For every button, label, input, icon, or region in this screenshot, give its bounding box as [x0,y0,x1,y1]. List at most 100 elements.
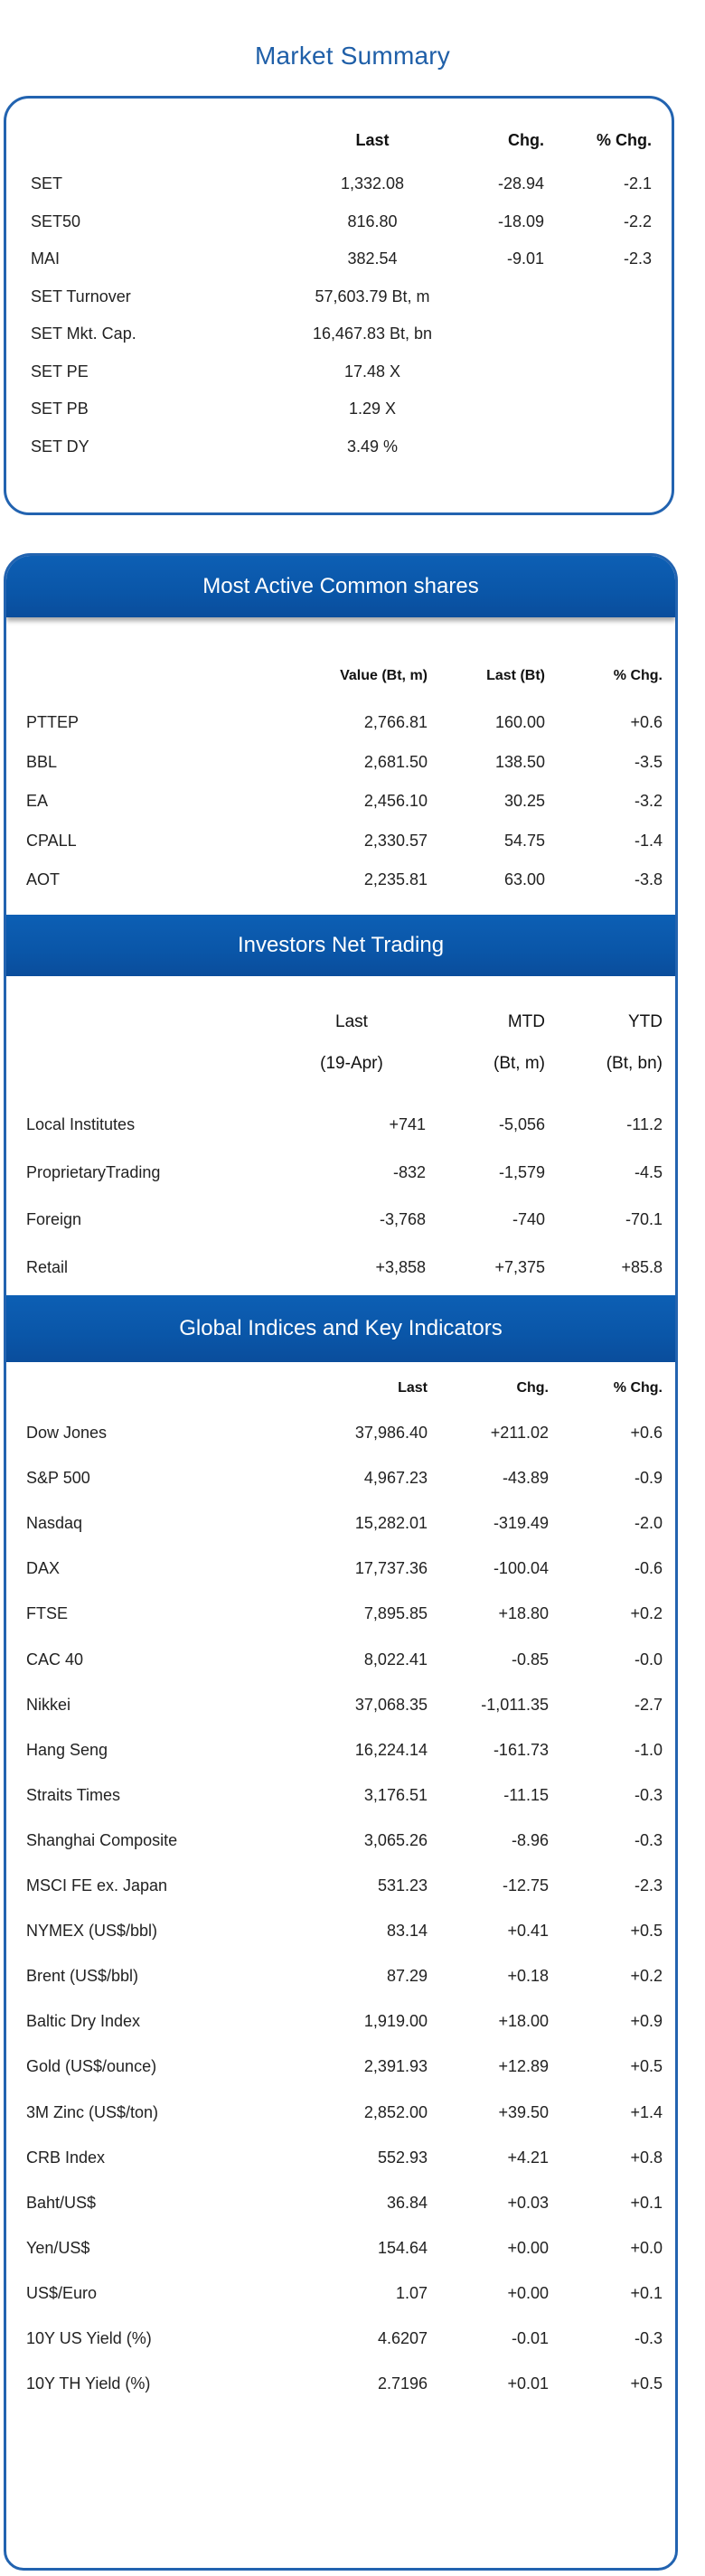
investors-header-ytd-unit: (Bt, bn) [606,1054,663,1073]
most-active-title: Most Active Common shares [202,574,479,598]
global-header-last: Last [398,1380,428,1396]
indicator-name: DAX [26,1559,61,1578]
percent-change: -3.2 [634,792,663,810]
indicator-name: US$/Euro [26,2283,98,2302]
last-value: 1.29 X [348,400,397,418]
change-value: +211.02 [490,1424,549,1442]
change-value: -12.75 [502,1876,549,1894]
global-row: Shanghai Composite 3,065.26 -8.96 -0.3 [6,1831,675,1858]
indicator-name: Baltic Dry Index [26,2012,141,2031]
percent-change: -0.6 [634,1559,663,1578]
change-value: -18.09 [497,212,544,230]
summary-row: SET Mkt. Cap. 16,467.83 Bt, bn [6,324,672,352]
investors-subheader-row: (19-Apr) (Bt, m) (Bt, bn) [6,1054,675,1081]
change-value: -0.01 [511,2329,549,2347]
summary-row: SET50 816.80 -18.09 -2.2 [6,212,672,240]
summary-header-row: Last Chg. % Chg. [6,131,672,158]
summary-row: SET PB 1.29 X [6,400,672,427]
global-row: S&P 500 4,967.23 -43.89 -0.9 [6,1469,675,1496]
global-row: Straits Times 3,176.51 -11.15 -0.3 [6,1786,675,1813]
most-active-row: AOT 2,235.81 63.00 -3.8 [6,870,675,898]
percent-change: +0.2 [630,1967,663,1986]
mtd-net: -5,056 [498,1115,545,1133]
last-net: -832 [392,1162,426,1181]
summary-header-last: Last [355,131,390,149]
change-value: -1,011.35 [481,1695,549,1714]
change-value: -0.85 [511,1650,549,1669]
indicator-name: Hang Seng [26,1740,108,1759]
last-value: 552.93 [377,2148,428,2167]
percent-change: +0.0 [630,2238,663,2257]
row-label: SET50 [31,212,81,230]
global-row: Nasdaq 15,282.01 -319.49 -2.0 [6,1514,675,1541]
percent-change: -0.3 [634,1830,663,1849]
percent-change: -1.0 [634,1740,663,1759]
percent-change: +0.5 [630,2057,663,2076]
indicator-name: Nasdaq [26,1514,83,1533]
change-value: -28.94 [497,174,544,193]
mtd-net: +7,375 [494,1257,545,1276]
percent-change: +0.5 [630,2374,663,2393]
last-value: 15,282.01 [354,1514,428,1533]
investor-row: ProprietaryTrading -832 -1,579 -4.5 [6,1163,675,1190]
global-row: Gold (US$/ounce) 2,391.93 +12.89 +0.5 [6,2057,675,2084]
global-row: FTSE 7,895.85 +18.80 +0.2 [6,1604,675,1631]
summary-header-pct: % Chg. [597,131,652,149]
last-net: -3,768 [379,1210,426,1228]
global-header-pct: % Chg. [613,1380,663,1396]
investor-row: Foreign -3,768 -740 -70.1 [6,1210,675,1237]
global-row: 10Y US Yield (%) 4.6207 -0.01 -0.3 [6,2329,675,2356]
row-label: MAI [31,249,61,268]
change-value: -8.96 [511,1830,549,1849]
last-value: 1,919.00 [363,2012,428,2031]
last-price: 63.00 [503,870,545,888]
percent-change: +0.6 [630,1424,663,1442]
investors-header-last: Last [335,1012,368,1031]
global-row: MSCI FE ex. Japan 531.23 -12.75 -2.3 [6,1876,675,1904]
global-header-row: Last Chg. % Chg. [6,1380,675,1407]
most-active-band: Most Active Common shares [6,556,675,617]
trade-value: 2,330.57 [363,831,428,850]
global-row: NYMEX (US$/bbl) 83.14 +0.41 +0.5 [6,1922,675,1949]
investor-type: ProprietaryTrading [26,1162,161,1181]
percent-change: +0.6 [630,713,663,731]
investor-type: Local Institutes [26,1115,136,1133]
last-value: 3.49 % [346,437,399,456]
percent-change: -2.3 [634,1876,663,1894]
ytd-net: -11.2 [626,1115,663,1133]
last-value: 154.64 [377,2238,428,2257]
change-value: -9.01 [506,249,544,268]
last-value: 382.54 [347,249,398,268]
indicator-name: 3M Zinc (US$/ton) [26,2102,159,2121]
change-value: +0.00 [507,2283,549,2302]
change-value: +12.89 [498,2057,549,2076]
most-active-header-pct: % Chg. [613,668,663,683]
change-value: -319.49 [493,1514,549,1533]
page-title: Market Summary [255,42,450,70]
indicator-name: Baht/US$ [26,2193,97,2212]
investors-title: Investors Net Trading [237,933,445,957]
last-value: 16,224.14 [354,1740,428,1759]
percent-change: -3.5 [634,752,663,771]
investor-row: Local Institutes +741 -5,056 -11.2 [6,1115,675,1142]
change-value: +39.50 [498,2102,549,2121]
investors-header-row: Last MTD YTD [6,1012,675,1039]
percent-change: +0.5 [630,1922,663,1941]
percent-change: +0.8 [630,2148,663,2167]
investors-header-ytd: YTD [628,1012,663,1031]
summary-row: SET PE 17.48 X [6,362,672,390]
indicator-name: S&P 500 [26,1469,90,1488]
indicator-name: Shanghai Composite [26,1830,178,1849]
summary-header-chg: Chg. [508,131,544,149]
investor-type: Retail [26,1257,69,1276]
change-value: -11.15 [503,1785,549,1804]
last-value: 57,603.79 Bt, m [315,287,430,306]
last-value: 8,022.41 [363,1650,428,1669]
global-row: 10Y TH Yield (%) 2.7196 +0.01 +0.5 [6,2374,675,2402]
global-row: Baltic Dry Index 1,919.00 +18.00 +0.9 [6,2012,675,2039]
indicator-name: Yen/US$ [26,2238,90,2257]
percent-change: +0.2 [630,1604,663,1623]
global-row: Hang Seng 16,224.14 -161.73 -1.0 [6,1741,675,1768]
most-active-row: EA 2,456.10 30.25 -3.2 [6,792,675,819]
change-value: +0.18 [507,1967,549,1986]
